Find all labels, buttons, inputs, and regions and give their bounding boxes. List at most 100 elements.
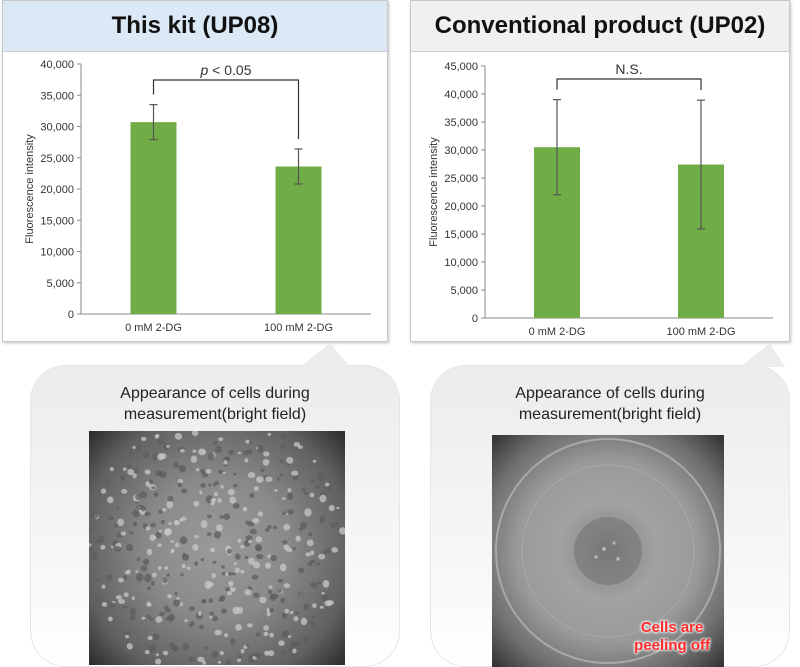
- cell-dot: [167, 495, 174, 502]
- cell-dot: [297, 591, 304, 597]
- cell-dot: [145, 526, 151, 531]
- cell-dot: [224, 633, 229, 638]
- cell-dot: [142, 451, 150, 458]
- cell-dot: [307, 562, 312, 566]
- cell-dot: [194, 561, 199, 566]
- cell-dot: [109, 467, 114, 472]
- cell-dot: [237, 658, 242, 663]
- cell-dot: [150, 580, 155, 586]
- cell-dot: [213, 483, 217, 487]
- cell-dot: [279, 459, 284, 464]
- cell-dot: [308, 532, 312, 537]
- cell-dot: [139, 491, 148, 498]
- cell-dot: [297, 567, 305, 574]
- cell-dot: [206, 532, 212, 537]
- cell-dot: [173, 461, 179, 469]
- cell-dot: [220, 608, 228, 614]
- cell-dot: [129, 531, 134, 535]
- cell-dot: [316, 562, 320, 566]
- cell-dot: [214, 531, 222, 539]
- cell-dot: [268, 585, 273, 589]
- cell-dot: [135, 570, 139, 573]
- cell-dot: [225, 572, 229, 576]
- cell-dot: [314, 485, 321, 489]
- cell-dot: [282, 434, 287, 440]
- cell-dot: [240, 545, 245, 549]
- cell-dot: [132, 521, 138, 527]
- cell-dot: [210, 547, 216, 553]
- cell-dot: [125, 634, 129, 639]
- cell-dot: [223, 513, 231, 520]
- cell-dot: [282, 630, 289, 639]
- cell-dot: [303, 491, 309, 496]
- x-tick-label: 100 mM 2-DG: [264, 322, 333, 334]
- cell-dot: [166, 500, 174, 509]
- well-rings: [495, 438, 721, 664]
- cell-dot: [188, 606, 195, 611]
- cell-dot: [201, 599, 206, 604]
- cell-dot: [232, 606, 240, 615]
- cell-dot: [169, 642, 175, 649]
- cell-dot: [108, 516, 114, 521]
- cell-dot: [255, 632, 261, 637]
- cell-dot: [310, 479, 315, 484]
- y-tick-label: 10,000: [444, 257, 478, 269]
- cell-dot: [277, 578, 284, 583]
- y-axis-label: Fluorescence intensity: [428, 137, 440, 247]
- significance-bracket: [556, 78, 702, 91]
- y-tick-label: 40,000: [40, 59, 74, 71]
- cell-dot: [253, 486, 259, 491]
- caption-line-1: Appearance of cells during: [515, 385, 705, 402]
- cell-dot: [324, 482, 330, 487]
- cell-dot: [233, 483, 238, 488]
- cell-dot: [269, 607, 274, 613]
- cell-dot: [89, 547, 93, 551]
- y-tick-label: 20,000: [444, 201, 478, 213]
- cell-dot: [198, 448, 206, 456]
- cell-dot: [215, 445, 223, 453]
- cell-dot: [132, 473, 137, 479]
- cell-dot: [182, 643, 189, 651]
- cell-dot: [126, 643, 133, 650]
- cell-dot: [166, 444, 170, 448]
- cell-dot: [174, 592, 178, 596]
- cell-dot: [323, 550, 327, 554]
- cell-dot: [266, 608, 271, 613]
- cell-dot: [281, 612, 288, 619]
- y-tick-label: 40,000: [444, 89, 478, 101]
- cell-dot: [152, 453, 159, 461]
- cell-dot: [245, 439, 250, 444]
- cell-dot: [121, 489, 128, 494]
- cell-dot: [245, 520, 250, 525]
- cell-dot: [146, 601, 151, 607]
- cell-dot: [190, 455, 198, 463]
- cell-dot: [96, 597, 102, 602]
- callout-bubble-this-kit: Appearance of cells during measurement(b…: [30, 343, 400, 667]
- cell-dot: [148, 479, 154, 484]
- bubble-tail: [740, 343, 785, 367]
- cell-dot: [306, 539, 314, 547]
- cell-dot: [143, 558, 150, 566]
- cell-dot: [120, 531, 127, 536]
- cell-dot: [283, 523, 291, 531]
- y-tick-label: 30,000: [40, 122, 74, 134]
- cell-dot: [267, 589, 273, 595]
- cell-dot: [252, 561, 261, 569]
- cell-dot: [146, 548, 153, 556]
- cell-dot: [198, 624, 204, 630]
- cell-dot: [122, 467, 127, 471]
- cell-dot: [256, 545, 262, 551]
- cell-dot: [319, 605, 324, 609]
- cell-dot: [226, 591, 232, 596]
- cell-dot: [150, 522, 156, 528]
- cell-dot: [229, 587, 236, 592]
- cell-dot: [262, 459, 270, 466]
- cell-dot: [101, 602, 108, 607]
- cell-dot: [219, 650, 224, 656]
- cell-dot: [129, 614, 136, 621]
- cell-dot: [291, 470, 299, 476]
- cell-dot: [246, 644, 250, 647]
- cell-dot: [208, 452, 215, 460]
- cell-dot: [180, 573, 184, 577]
- cell-dot: [200, 520, 208, 529]
